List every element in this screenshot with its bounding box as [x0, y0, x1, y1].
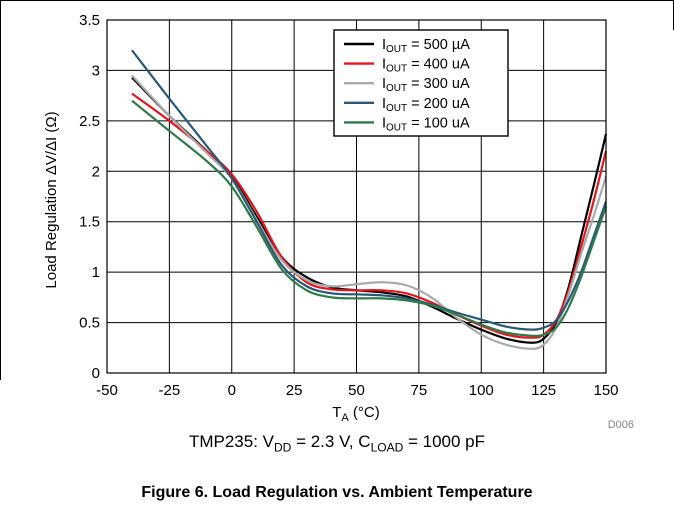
- figure-code: D006: [608, 419, 634, 430]
- x-tick-label: 25: [286, 382, 303, 399]
- conditions-mid: = 2.3 V, C: [291, 432, 371, 451]
- test-conditions: TMP235: VDD = 2.3 V, CLOAD = 1000 pF: [0, 432, 674, 454]
- conditions-cload-sub: LOAD: [370, 440, 404, 455]
- conditions-vdd-sub: DD: [274, 440, 292, 455]
- y-tick-label: 2.5: [79, 113, 100, 130]
- legend-entry: IOUT = 100 uA: [382, 115, 470, 133]
- y-tick-label: 1: [92, 264, 100, 281]
- legend-entry: IOUT = 300 uA: [382, 76, 470, 94]
- series-line-2: [131, 92, 608, 339]
- x-tick-label: 100: [469, 382, 494, 399]
- y-tick-labels: 0 0.5 1 1.5 2 2.5 3 3.5: [79, 12, 100, 382]
- series-line-5: [131, 99, 608, 337]
- legend-entry: IOUT = 400 uA: [382, 57, 470, 75]
- x-axis-label-main: T: [332, 404, 341, 421]
- conditions-prefix: TMP235: V: [188, 432, 274, 451]
- y-axis-label: Load Regulation ΔV/ΔI (Ω): [43, 111, 60, 288]
- x-tick-label: -50: [96, 382, 118, 399]
- figure-caption: Figure 6. Load Regulation vs. Ambient Te…: [141, 484, 533, 501]
- legend-entry: IOUT = 200 uA: [382, 96, 470, 114]
- y-tick-label: 0.5: [79, 315, 100, 332]
- x-axis-label-sub: A: [341, 412, 349, 424]
- x-axis-label: TA (°C): [332, 404, 380, 424]
- x-tick-label: 75: [411, 382, 428, 399]
- y-tick-label: 1.5: [79, 214, 100, 231]
- x-tick-label: 150: [593, 382, 618, 399]
- y-tick-label: 2: [92, 163, 100, 180]
- y-tick-label: 0: [92, 365, 100, 382]
- legend-entry: IOUT = 500 µA: [382, 37, 470, 55]
- frame-top-border: [0, 0, 674, 1]
- x-tick-label: 125: [531, 382, 556, 399]
- frame-left-border: [0, 0, 1, 380]
- conditions-suffix: = 1000 pF: [403, 432, 486, 451]
- series-line-4: [131, 49, 608, 331]
- y-tick-label: 3.5: [79, 12, 100, 29]
- x-tick-label: 50: [348, 382, 365, 399]
- plot-area-border: [106, 19, 607, 374]
- y-tick-label: 3: [92, 62, 100, 79]
- load-regulation-chart: -50 -25 0 25 50 75 100 125 150 00.511.522.533.5 …: [43, 12, 634, 430]
- x-tick-label: -25: [159, 382, 181, 399]
- x-axis-label-rest: (°C): [349, 404, 380, 421]
- series-lines: [131, 49, 608, 350]
- x-tick-labels: -50 -25 0 25 50 75 100 125 150: [96, 382, 618, 399]
- x-tick-label: 0: [228, 382, 236, 399]
